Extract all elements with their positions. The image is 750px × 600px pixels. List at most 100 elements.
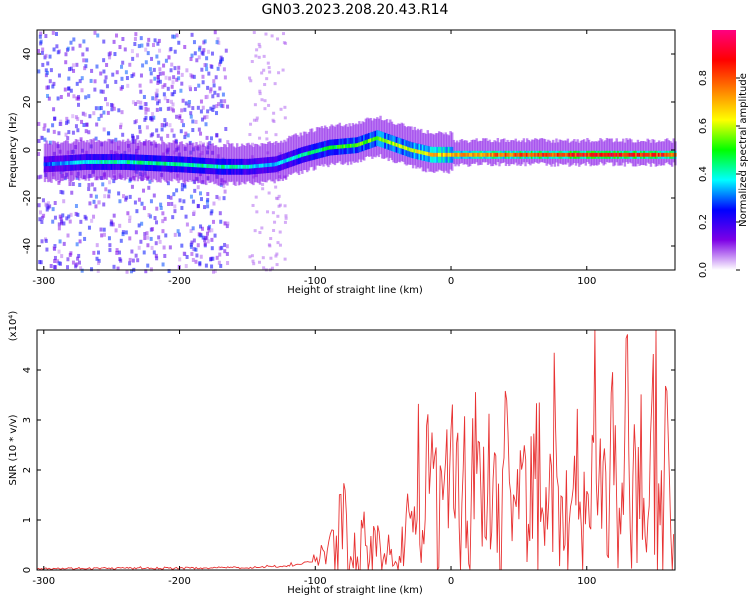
spectrogram-noise-cell	[124, 230, 128, 235]
spectrogram-noise-cell	[106, 110, 110, 115]
spectrogram-trace-center	[69, 160, 73, 165]
spectrogram-trace-center	[345, 144, 348, 149]
spectrogram-trace-center	[252, 164, 255, 169]
spectrogram-noise-cell	[79, 219, 83, 224]
spectrogram-noise-cell	[218, 211, 222, 216]
spectrogram-trace-center	[602, 152, 605, 157]
spectrogram-noise-cell	[51, 30, 55, 35]
spectrogram-noise-cell	[112, 213, 116, 218]
spectrogram-trace-center	[387, 140, 390, 144]
spectrogram-trace-center	[610, 152, 614, 157]
spectrogram-noise-cell	[69, 40, 73, 45]
spectrogram-noise-cell	[56, 96, 60, 101]
spectrogram-noise-cell	[199, 99, 203, 104]
spectrogram-trace-center	[527, 152, 530, 157]
spectrogram-noise-cell	[150, 56, 154, 61]
spectrogram-trace-center	[133, 160, 136, 165]
spectrogram-noise-cell	[74, 203, 78, 208]
spectrogram-trace-center	[636, 152, 640, 157]
spectrogram-trace-center	[648, 152, 651, 157]
spectrogram-noise-cell	[75, 242, 79, 247]
spectrogram-noise-cell	[254, 54, 258, 58]
spectrogram-noise-cell	[147, 213, 151, 218]
spectrogram-noise-cell	[52, 81, 56, 86]
spectrogram-noise-cell	[57, 222, 61, 227]
spectrogram-trace-center	[600, 152, 604, 157]
spectrogram-trace-center	[444, 152, 447, 157]
spectrogram-trace-center	[604, 152, 607, 157]
spectrogram-noise-cell	[40, 50, 44, 55]
spectrogram-trace-center	[293, 155, 296, 160]
spectrogram-trace-center	[529, 152, 532, 157]
spectrogram-noise-cell	[38, 34, 42, 39]
spectrogram-trace-center	[244, 164, 247, 169]
spectrogram-noise-cell	[67, 214, 71, 219]
spectrogram-trace-center	[296, 154, 299, 159]
spectrogram-noise-cell	[173, 232, 177, 237]
spectrogram-trace-halo	[599, 138, 602, 163]
spectrogram-noise-cell	[141, 63, 145, 68]
spectrogram-trace-center	[341, 144, 345, 149]
snr-x-tick-label: 100	[577, 576, 596, 587]
spectrogram-noise-cell	[126, 83, 130, 88]
spectrogram-noise-cell	[158, 48, 162, 53]
spectrogram-noise-cell	[102, 127, 106, 132]
spectrogram-noise-cell	[80, 76, 84, 81]
spectrogram-noise-cell	[183, 107, 187, 112]
spectrogram-noise-cell	[251, 203, 255, 207]
spectrogram-noise-cell	[222, 196, 226, 201]
spectrogram-trace-center	[206, 164, 210, 168]
spectrogram-noise-cell	[121, 37, 125, 42]
spectrogram-noise-cell	[196, 203, 200, 208]
spectrogram-trace-center	[126, 160, 130, 164]
spectrogram-noise-cell	[77, 96, 81, 101]
spectrogram-noise-cell	[44, 202, 48, 207]
spectrogram-noise-cell	[72, 68, 76, 73]
spectrogram-noise-cell	[191, 226, 195, 231]
spectrogram-trace-center	[398, 144, 402, 148]
spectrogram-trace-center	[670, 152, 674, 157]
spectrogram-noise-cell	[185, 68, 189, 73]
spectrogram-noise-cell	[74, 264, 78, 269]
spectrogram-trace-center	[175, 162, 179, 167]
spectrogram-noise-cell	[210, 264, 214, 269]
spectrogram-trace-center	[43, 162, 47, 167]
spectrogram-noise-cell	[137, 197, 141, 202]
spectrogram-noise-cell	[209, 87, 213, 92]
spectrogram-noise-cell	[44, 68, 48, 73]
spectrogram-trace-center	[255, 164, 258, 168]
spectrogram-noise-cell	[59, 122, 63, 127]
spectrogram-trace-center	[550, 152, 553, 157]
spectrogram-noise-cell	[110, 107, 114, 112]
spectrogram-noise-cell	[221, 92, 225, 97]
spectrogram-trace-center	[299, 153, 302, 158]
spectrogram-trace-center	[237, 164, 241, 169]
spectrogram-trace-center	[66, 161, 69, 165]
spectrogram-noise-cell	[79, 137, 83, 142]
spectrogram-noise-cell	[102, 69, 106, 74]
spectrogram-noise-cell	[90, 182, 94, 187]
spectrogram-trace-center	[165, 161, 169, 166]
spectrogram-trace-center	[89, 160, 92, 164]
spectrogram-noise-cell	[163, 118, 167, 123]
spectrogram-noise-cell	[39, 174, 43, 179]
spectrogram-noise-cell	[211, 219, 215, 224]
spectrogram-trace-center	[99, 160, 102, 164]
spectrogram-noise-cell	[40, 135, 44, 140]
spectrogram-noise-cell	[102, 227, 106, 232]
spectrogram-noise-cell	[144, 60, 148, 65]
spectrogram-trace-center	[265, 163, 268, 168]
spectrogram-noise-cell	[118, 257, 122, 262]
spectrogram-noise-cell	[42, 126, 46, 131]
spectrogram-noise-cell	[197, 83, 201, 88]
spectrogram-trace-center	[218, 164, 221, 169]
spectrogram-noise-cell	[224, 48, 228, 53]
spectrogram-noise-cell	[248, 133, 252, 137]
spectrogram-noise-cell	[250, 254, 254, 258]
spectrogram-noise-cell	[139, 36, 143, 41]
spectrogram-noise-cell	[115, 248, 119, 253]
spectrogram-noise-cell	[39, 39, 43, 44]
spectrogram-trace-center	[317, 148, 320, 153]
spectrogram-trace-center	[159, 161, 162, 166]
spectrogram-trace-center	[594, 152, 597, 157]
